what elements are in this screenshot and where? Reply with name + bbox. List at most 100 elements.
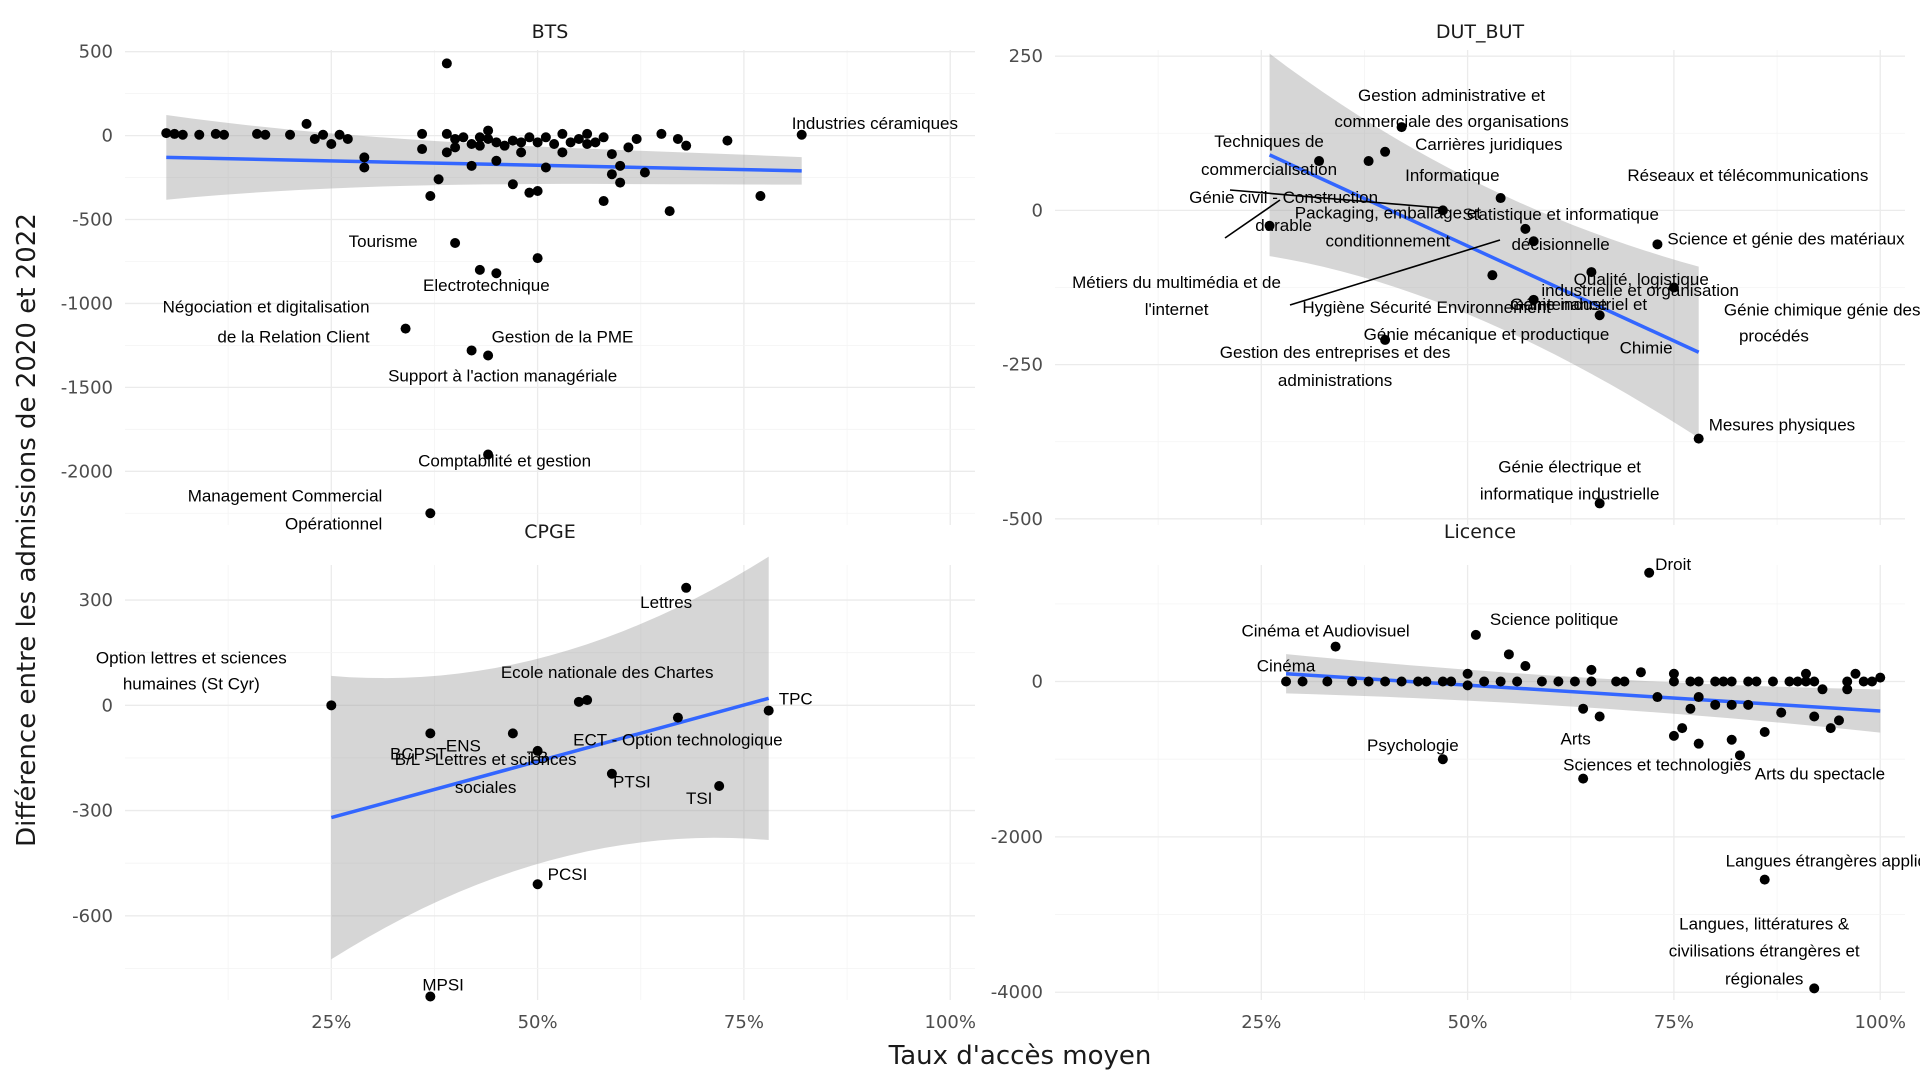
- data-point: [483, 449, 494, 460]
- point-label: Arts du spectacle: [1755, 764, 1885, 783]
- y-tick-label: 500: [79, 42, 113, 63]
- data-point: [1281, 676, 1292, 687]
- data-point: [1520, 223, 1531, 234]
- data-point: [1759, 727, 1770, 738]
- point-label: civilisations étrangères et: [1669, 941, 1860, 960]
- point-label: B/L - Lettres et sciences: [395, 750, 577, 769]
- data-point: [1809, 983, 1820, 994]
- point-label: BCPST: [390, 744, 447, 763]
- data-point: [516, 147, 527, 158]
- data-point: [483, 350, 494, 361]
- data-point: [714, 781, 725, 792]
- y-tick-label: 0: [102, 695, 113, 716]
- data-point: [474, 264, 485, 275]
- data-point: [1553, 676, 1564, 687]
- point-label: Droit: [1655, 555, 1691, 574]
- data-point: [1800, 676, 1811, 687]
- data-point: [1578, 773, 1589, 784]
- point-label: Informatique: [1405, 166, 1500, 185]
- y-tick-label: 300: [79, 590, 113, 611]
- data-point: [722, 135, 733, 146]
- point-label: Langues étrangères appliquées: [1726, 852, 1920, 871]
- point-label: Génie industriel et: [1510, 295, 1647, 314]
- y-tick-label: 0: [1032, 672, 1043, 693]
- data-point: [1668, 282, 1679, 293]
- data-point: [1635, 667, 1646, 678]
- data-point: [1578, 703, 1589, 714]
- point-label: humaines (St Cyr): [123, 674, 260, 693]
- x-tick-label: 75%: [724, 1012, 764, 1033]
- data-point: [1594, 711, 1605, 722]
- point-label: commerciale des organisations: [1334, 112, 1568, 131]
- data-point: [573, 696, 584, 707]
- point-label: Electrotechnique: [423, 276, 550, 295]
- data-point: [491, 268, 502, 279]
- data-point: [1784, 676, 1795, 687]
- data-point: [1850, 668, 1861, 679]
- x-tick-label: 25%: [1241, 1012, 1281, 1033]
- y-tick-label: -1000: [61, 293, 113, 314]
- point-label: TB: [527, 748, 549, 767]
- data-point: [1462, 668, 1473, 679]
- data-point: [1652, 239, 1663, 250]
- point-label: Génie civil - Construction: [1189, 188, 1378, 207]
- point-label: Ecole nationale des Chartes: [501, 663, 714, 682]
- data-point: [1693, 676, 1704, 687]
- data-point: [540, 132, 551, 143]
- point-label: Réseaux et télécommunications: [1627, 166, 1868, 185]
- x-tick-label: 25%: [311, 1012, 351, 1033]
- data-point: [458, 132, 469, 143]
- panel-bts: BTS 500 0 -500 -1000 -1500 -2000 Industries cér…: [61, 21, 975, 533]
- data-point: [1462, 680, 1473, 691]
- data-point: [433, 174, 444, 185]
- data-point: [557, 128, 568, 139]
- data-point: [1487, 270, 1498, 281]
- data-point: [1693, 738, 1704, 749]
- data-point: [507, 728, 518, 739]
- data-point: [606, 768, 617, 779]
- data-point: [582, 695, 593, 706]
- data-point: [1363, 676, 1374, 687]
- point-label: Management Commercial: [188, 486, 383, 505]
- data-point: [549, 138, 560, 149]
- data-point: [1380, 334, 1391, 345]
- point-label: conditionnement: [1325, 231, 1450, 250]
- point-label: Chimie: [1620, 338, 1673, 357]
- data-point: [466, 138, 477, 149]
- data-point: [1693, 433, 1704, 444]
- data-point: [1652, 692, 1663, 703]
- data-point: [1314, 156, 1325, 167]
- data-point: [681, 582, 692, 593]
- data-point: [1297, 676, 1308, 687]
- data-point: [631, 133, 642, 144]
- data-point: [1767, 676, 1778, 687]
- point-label: commercialisation: [1201, 160, 1337, 179]
- data-point: [1668, 730, 1679, 741]
- data-point: [1322, 676, 1333, 687]
- x-tick-label: 50%: [1448, 1012, 1488, 1033]
- data-point: [1875, 672, 1886, 683]
- data-point: [1710, 699, 1721, 710]
- data-point: [483, 133, 494, 144]
- point-label: Négociation et digitalisation: [163, 298, 370, 317]
- data-point: [1726, 734, 1737, 745]
- y-tick-label: -4000: [991, 982, 1043, 1003]
- data-point: [1726, 676, 1737, 687]
- point-label: Support à l'action managériale: [388, 366, 617, 385]
- data-point: [252, 128, 263, 139]
- panel-cpge: CPGE 300 0 -300 -600 25% 50% 75% 100% Lettres Opti…: [72, 521, 976, 1033]
- data-point: [681, 140, 692, 151]
- data-point: [1718, 676, 1729, 687]
- data-point: [1858, 676, 1869, 687]
- point-label: Arts: [1561, 729, 1591, 748]
- data-point: [606, 169, 617, 180]
- data-point: [441, 58, 452, 69]
- data-point: [1520, 660, 1531, 671]
- data-point: [400, 323, 411, 334]
- data-point: [1743, 676, 1754, 687]
- data-point: [755, 191, 766, 202]
- data-point: [450, 238, 461, 249]
- data-point: [1809, 676, 1820, 687]
- data-point: [466, 345, 477, 356]
- point-label: Techniques de: [1214, 132, 1324, 151]
